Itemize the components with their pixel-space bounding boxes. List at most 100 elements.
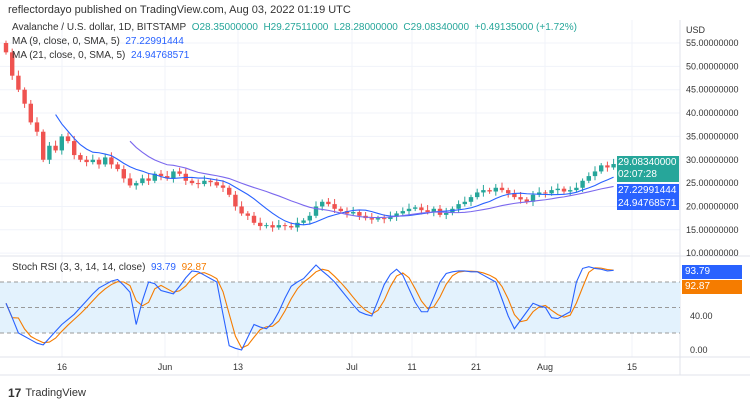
stoch-d-line xyxy=(5,267,614,349)
candle-body xyxy=(369,218,374,220)
candle-body xyxy=(586,176,591,181)
stoch-d-tag: 92.87 xyxy=(682,280,742,294)
candle-body xyxy=(276,225,281,228)
candle-body xyxy=(568,190,573,192)
candle-body xyxy=(171,171,176,179)
candle-body xyxy=(530,194,536,202)
price-tick: 10.00000000 xyxy=(686,248,739,258)
candle-body xyxy=(90,159,95,163)
date-tick: Jul xyxy=(346,362,358,372)
stoch-legend[interactable]: Stoch RSI (3, 3, 14, 14, close) 93.79 92… xyxy=(12,262,207,273)
candle-body xyxy=(394,213,399,217)
symbol-name: Avalanche / U.S. dollar, 1D, BITSTAMP xyxy=(12,22,187,33)
candle-body xyxy=(96,159,102,165)
candle-body xyxy=(127,178,133,186)
candle-body xyxy=(605,165,610,168)
candle-body xyxy=(468,197,474,202)
candle-body xyxy=(307,215,312,221)
candle-body xyxy=(580,180,585,188)
candle-body xyxy=(388,216,393,220)
candle-body xyxy=(245,213,250,216)
candle-body xyxy=(475,192,480,198)
close-value: C29.08340000 xyxy=(403,22,470,33)
price-tick: 50.00000000 xyxy=(686,61,739,71)
candle-body xyxy=(115,164,120,170)
candle-body xyxy=(152,173,157,181)
ma9-legend[interactable]: MA (9, close, 0, SMA, 5) 27.22991444 xyxy=(12,36,184,47)
stoch-k-line xyxy=(5,264,614,351)
candle-body xyxy=(375,218,381,220)
candle-body xyxy=(72,141,77,156)
candle-body xyxy=(258,222,263,227)
candle-body xyxy=(239,206,244,214)
candle-body xyxy=(16,75,21,90)
candle-body xyxy=(326,201,331,205)
candle-body xyxy=(506,190,511,194)
candle-body xyxy=(425,210,430,213)
ma9-tag: 27.22991444 xyxy=(617,184,679,197)
ma21-label: MA (21, close, 0, SMA, 5) xyxy=(12,50,126,61)
stoch-tick: 0.00 xyxy=(690,345,708,355)
candle-body xyxy=(220,185,226,188)
candle-body xyxy=(549,190,554,194)
candle-body xyxy=(592,171,598,177)
price-tick: 30.00000000 xyxy=(686,155,739,165)
candle-body xyxy=(282,225,288,227)
candle-body xyxy=(270,225,275,228)
candle-body xyxy=(121,169,126,179)
candle-body xyxy=(481,190,486,193)
price-tick: 45.00000000 xyxy=(686,85,739,95)
low-value: L28.28000000 xyxy=(333,22,398,33)
candle-body xyxy=(406,208,412,212)
candle-body xyxy=(537,192,542,195)
price-tick: 55.00000000 xyxy=(686,38,739,48)
stoch-label: Stoch RSI (3, 3, 14, 14, close) xyxy=(12,262,146,273)
candle-body xyxy=(140,178,145,184)
candle-body xyxy=(555,188,560,191)
candle-body xyxy=(78,155,83,160)
candle-body xyxy=(3,43,9,53)
symbol-legend: Avalanche / U.S. dollar, 1D, BITSTAMP O2… xyxy=(12,22,577,33)
candle-body xyxy=(431,208,436,213)
stoch-k-value: 93.79 xyxy=(150,262,176,273)
date-tick: 11 xyxy=(407,362,416,372)
candle-body xyxy=(177,171,182,174)
candle-body xyxy=(109,157,114,165)
logo-icon: 17 xyxy=(8,386,22,400)
candle-body xyxy=(301,220,306,223)
candle-body xyxy=(59,136,64,151)
price-tick: 25.00000000 xyxy=(686,178,739,188)
candle-body xyxy=(543,192,548,194)
candle-body xyxy=(462,201,467,205)
candle-body xyxy=(444,212,449,215)
price-tick: 15.00000000 xyxy=(686,225,739,235)
candle-body xyxy=(332,204,337,209)
candle-body xyxy=(512,193,517,198)
candle-body xyxy=(313,206,319,216)
last-price-tag: 29.08340000 02:07:28 xyxy=(617,156,679,182)
tradingview-logo[interactable]: 17 TradingView xyxy=(8,386,86,400)
candle-body xyxy=(22,89,27,104)
candle-body xyxy=(320,201,325,207)
ma21-value: 24.94768571 xyxy=(130,50,190,61)
candle-body xyxy=(611,164,616,168)
stoch-d-value: 92.87 xyxy=(181,262,207,273)
change-value: +0.49135000 (+1.72%) xyxy=(474,22,577,33)
candle-body xyxy=(400,211,405,214)
candle-body xyxy=(518,197,523,200)
open-value: O28.35000000 xyxy=(191,22,258,33)
candle-body xyxy=(419,207,424,211)
candle-body xyxy=(493,187,498,192)
candle-body xyxy=(41,131,46,160)
currency-label: USD xyxy=(686,25,706,35)
date-tick: 15 xyxy=(627,362,637,372)
candle-body xyxy=(574,187,579,191)
ma21-legend[interactable]: MA (21, close, 0, SMA, 5) 24.94768571 xyxy=(12,50,189,61)
candle-body xyxy=(146,178,151,181)
bar-countdown: 02:07:28 xyxy=(618,169,657,180)
ma21-tag: 24.94768571 xyxy=(617,197,679,210)
candle-body xyxy=(599,165,604,172)
candle-body xyxy=(456,204,461,209)
candle-body xyxy=(28,103,33,123)
